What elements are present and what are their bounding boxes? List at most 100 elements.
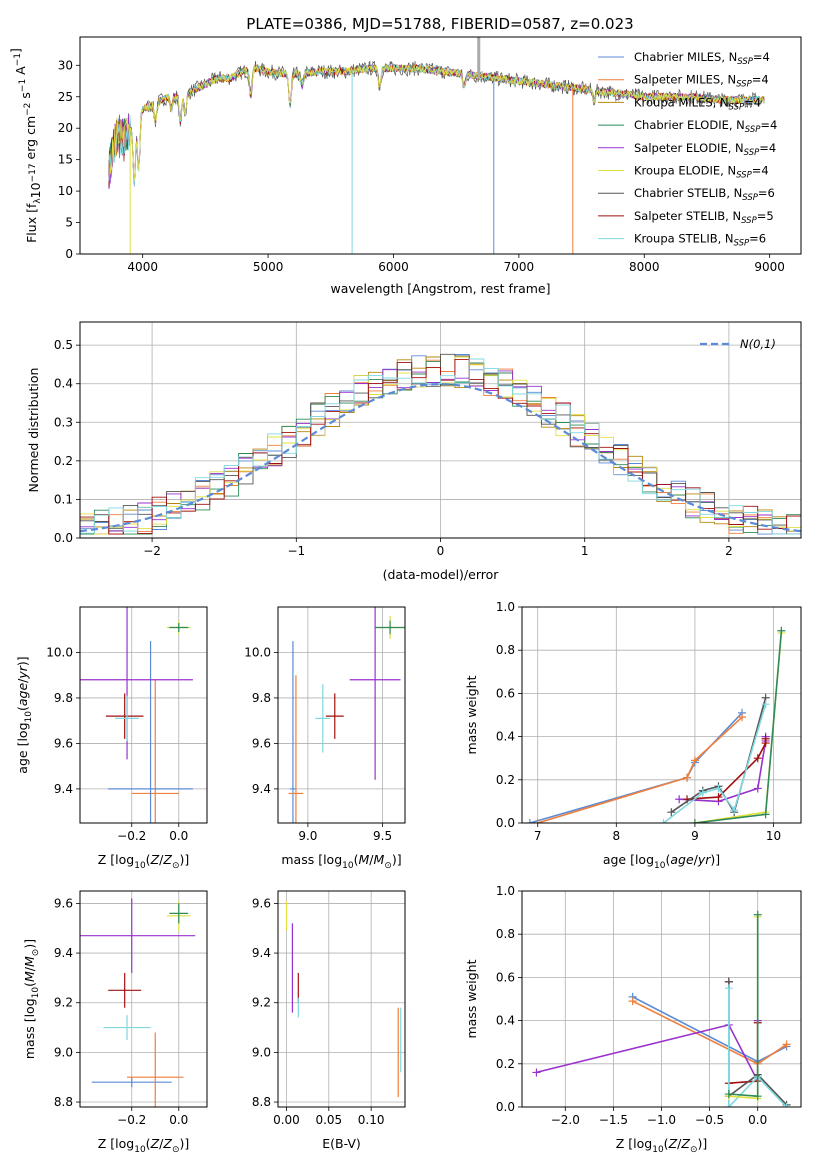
label-part: age [log: [15, 722, 30, 773]
label-part: /: [369, 852, 374, 867]
x-tick-label: −0.5: [695, 1113, 724, 1127]
label-part: (: [665, 852, 670, 867]
y-tick-label: 0.8: [496, 643, 515, 657]
label-part: )]: [710, 852, 720, 867]
label-part: /: [159, 1136, 164, 1151]
y-axis-label: age [log10(age/yr)]: [15, 656, 34, 773]
y-tick-label: 0.8: [496, 927, 515, 941]
y-tick-label: 0.2: [496, 773, 515, 787]
y-tick-label: 9.8: [54, 691, 73, 705]
x-tick-label: −1.5: [599, 1113, 628, 1127]
x-tick-label: 5000: [253, 260, 284, 274]
x-tick-label: 0: [437, 544, 445, 558]
axes-frame: [79, 321, 802, 539]
label-sup: −1: [18, 79, 28, 92]
label-sub: λ: [33, 198, 43, 204]
legend-sub: SSP: [744, 148, 760, 158]
label-part: (: [146, 852, 151, 867]
label-italic: M: [359, 852, 370, 867]
weight-marker: [761, 734, 770, 743]
legend-name: Chabrier STELIB, N: [634, 186, 742, 200]
weight-marker: [724, 1090, 733, 1099]
y-tick-label: 1.0: [496, 884, 515, 898]
label-part: (: [664, 1136, 669, 1151]
weight-marker: [761, 700, 770, 709]
legend-name: Kroupa MILES, N: [634, 95, 729, 109]
label-sub: ⊙: [172, 861, 180, 871]
weight-line: [537, 716, 743, 823]
plot-area-weight-vs-Z: [532, 910, 791, 1107]
label-sup: −17: [28, 163, 38, 182]
label-part: /: [677, 1136, 682, 1151]
x-tick-label: −0.2: [117, 1113, 146, 1127]
plot-area-age-vs-Z: [80, 607, 193, 823]
legend-sub: SSP: [741, 216, 757, 226]
weight-marker: [738, 713, 747, 722]
label-part: (: [146, 1136, 151, 1151]
x-tick-label: 7000: [504, 260, 535, 274]
legend-name: Chabrier ELODIE, N: [634, 118, 745, 132]
y-tick-label: 9.6: [54, 896, 73, 910]
y-tick-label: 0.3: [54, 415, 73, 429]
histogram-step: [80, 353, 801, 535]
weight-marker: [714, 793, 723, 802]
legend-sub: SSP: [742, 193, 758, 203]
weight-line: [728, 914, 759, 1098]
x-axis-label: Z [log10(Z/Z⊙)]: [98, 1136, 190, 1155]
y-tick-label: 10.0: [46, 645, 73, 659]
label-part: 10: [28, 182, 43, 198]
label-italic: M: [22, 971, 37, 982]
weight-marker: [753, 784, 762, 793]
weight-marker: [753, 754, 762, 763]
panels: 4000 5000 6000 7000 8000 9000051015202530wave…: [8, 36, 802, 1155]
label-sub: 10: [654, 861, 666, 871]
y-tick-label: 1.0: [496, 600, 515, 614]
spectrum-line: [108, 63, 765, 181]
y-tick-label: 10.0: [244, 645, 271, 659]
label-sub: ⊙: [384, 861, 392, 871]
legend-label: N(0,1): [740, 337, 776, 351]
label-italic: Z: [162, 852, 172, 867]
x-axis-label: (data-model)/error: [383, 567, 500, 582]
weight-marker: [698, 788, 707, 797]
x-tick-label: 8: [612, 829, 620, 843]
y-tick-label: 9.8: [252, 691, 271, 705]
y-tick-label: 15: [58, 153, 73, 167]
weight-marker: [777, 626, 786, 635]
axes-frame: [79, 606, 208, 824]
legend-value: =4: [753, 50, 770, 64]
axes-frame: [521, 606, 802, 824]
legend-label: Chabrier STELIB, NSSP=6: [634, 186, 775, 203]
x-tick-label: 2: [725, 544, 733, 558]
y-tick-label: 9.2: [252, 996, 271, 1010]
legend-value: =6: [749, 232, 766, 246]
label-part: (: [22, 982, 37, 987]
x-axis-label: Z [log10(Z/Z⊙)]: [616, 1136, 708, 1155]
x-axis-label: age [log10(age/yr)]: [603, 852, 720, 871]
x-tick-label: −1.0: [647, 1113, 676, 1127]
x-tick-label: 8000: [629, 260, 660, 274]
x-tick-label: 10: [766, 829, 781, 843]
y-tick-label: 9.4: [54, 946, 73, 960]
legend-name: Kroupa ELODIE, N: [634, 164, 736, 178]
x-tick-label: 0.0: [748, 1113, 767, 1127]
x-axis-label: wavelength [Angstrom, rest frame]: [330, 281, 550, 296]
label-part: (: [354, 852, 359, 867]
normal-curve: [80, 382, 801, 533]
legend-sub: SSP: [736, 171, 752, 181]
x-tick-label: 9000: [754, 260, 785, 274]
label-italic: Z: [162, 1136, 172, 1151]
legend-value: =5: [757, 209, 774, 223]
weight-marker: [690, 819, 699, 823]
axes-frame: [521, 890, 802, 1108]
weight-marker: [659, 819, 668, 823]
y-axis-label: mass weight: [464, 959, 479, 1038]
y-axis-label: mass [log10(M/M⊙)]: [22, 939, 41, 1059]
y-tick-label: 9.6: [252, 736, 271, 750]
plot-area-age-vs-mass: [288, 607, 405, 823]
legend-label: Kroupa ELODIE, NSSP=4: [634, 164, 769, 181]
panel-age-vs-Z: −0.2 0.09.49.69.810.0Z [log10(Z/Z⊙)]age […: [15, 606, 208, 871]
